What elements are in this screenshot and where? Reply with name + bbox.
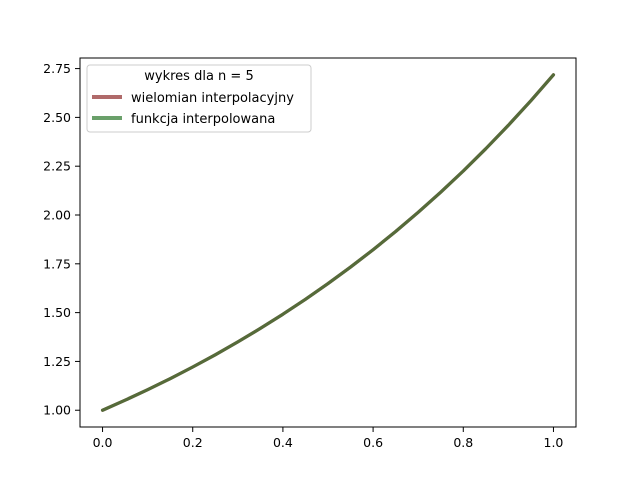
legend-label-funkcja: funkcja interpolowana	[131, 112, 275, 127]
y-tick-label: 1.25	[43, 354, 71, 369]
x-tick-label: 1.0	[544, 435, 564, 450]
legend-frame	[86, 64, 312, 133]
legend-label-wielomian: wielomian interpolacyjny	[131, 91, 294, 106]
series-layer	[100, 73, 556, 412]
y-tick-label: 2.75	[43, 61, 71, 76]
x-tick-label: 0.0	[93, 435, 113, 450]
x-tick-label: 0.2	[183, 435, 203, 450]
axes-frame	[79, 57, 577, 428]
y-tick-label: 1.75	[43, 256, 71, 271]
y-axis: 1.00 1.25 1.50 1.75 2.00 2.25 2.50 2.75	[43, 61, 80, 418]
legend-title: wykres dla n = 5	[144, 69, 253, 84]
x-tick-label: 0.8	[453, 435, 473, 450]
y-tick-label: 2.25	[43, 159, 71, 174]
x-axis: 0.0 0.2 0.4 0.6 0.8 1.0	[93, 427, 564, 450]
y-tick-label: 2.50	[43, 110, 71, 125]
x-tick-label: 0.6	[363, 435, 383, 450]
series-line-funkcja	[100, 73, 556, 412]
y-tick-label: 1.50	[43, 305, 71, 320]
x-tick-label: 0.4	[273, 435, 293, 450]
y-tick-label: 1.00	[43, 403, 71, 418]
y-tick-label: 2.00	[43, 208, 71, 223]
legend: wykres dla n = 5 wielomian interpolacyjn…	[86, 64, 312, 133]
